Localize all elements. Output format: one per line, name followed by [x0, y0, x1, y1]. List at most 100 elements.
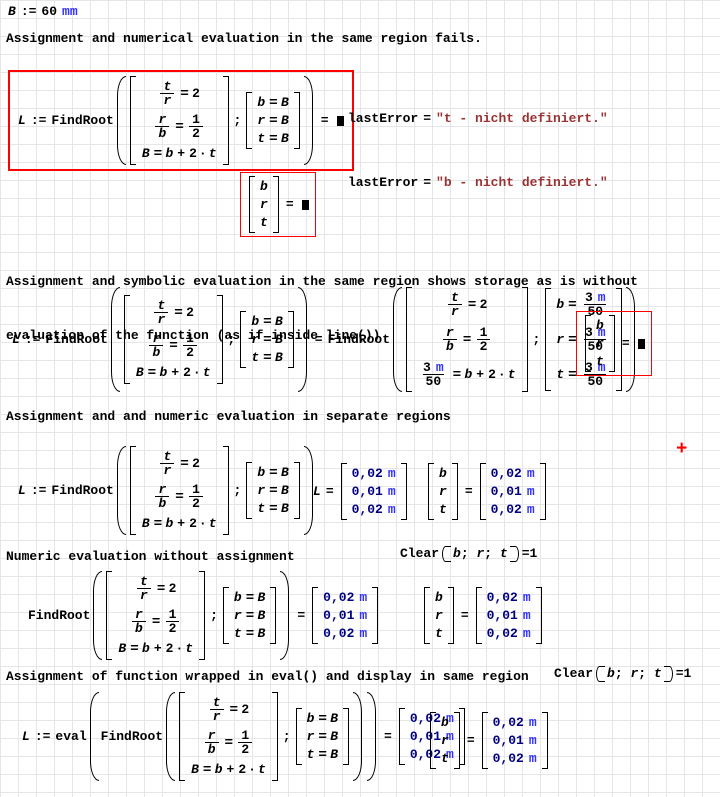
eval-equals: =	[320, 112, 329, 128]
variables-vector: b r t	[424, 587, 454, 644]
multiply-dot: ·	[198, 516, 207, 531]
unit: m	[359, 608, 368, 623]
unit: m	[522, 626, 531, 641]
definition-region[interactable]: B := 60 mm	[8, 4, 78, 20]
var: B	[280, 113, 289, 128]
result-value: 0,02	[486, 590, 518, 605]
right-paren	[367, 692, 376, 781]
var: t	[212, 695, 221, 710]
num: 2	[241, 702, 250, 717]
section-note-5[interactable]: Assignment of function wrapped in eval()…	[6, 669, 529, 684]
var: B	[141, 516, 150, 531]
unit: m	[522, 590, 531, 605]
bold-equals: =	[269, 465, 277, 480]
eval-wrapped-region[interactable]: L := eval FindRoot t r = 2 r b = 1 2 B = b +2 · t ; …	[22, 692, 467, 781]
var: r	[441, 733, 449, 748]
right-paren	[353, 692, 362, 781]
right-bracket	[451, 463, 458, 520]
var: B	[257, 608, 266, 623]
section-note-3[interactable]: Assignment and and numeric evaluation in…	[6, 409, 451, 424]
bold-equals: =	[175, 489, 184, 504]
num: 2	[186, 305, 194, 320]
plus-operator: +	[226, 762, 235, 777]
var: t	[157, 298, 166, 313]
variables-vector: b r t	[430, 712, 460, 769]
num: 2	[189, 146, 197, 161]
left-bracket	[312, 587, 319, 644]
plus-operator: +	[171, 365, 180, 380]
result-value: 0,02	[351, 466, 383, 481]
num: 1	[241, 728, 250, 743]
var: t	[507, 367, 516, 382]
brt-evaluation-region-1[interactable]: b r t = 0,02 m 0,01 m 0,02 m	[426, 463, 548, 525]
right-bracket	[458, 708, 465, 765]
last-error-1[interactable]: lastError = "t - nicht definiert."	[348, 111, 608, 127]
section-note-4[interactable]: Numeric evaluation without assignment	[6, 549, 295, 564]
guess-matrix: b = B r = B t = B	[246, 462, 300, 519]
result-value: 0,02	[490, 466, 522, 481]
left-paren	[116, 76, 126, 165]
result-value: 1	[529, 546, 538, 561]
argument-separator: ;	[460, 546, 469, 561]
var: t	[451, 290, 459, 305]
result-value: 0,02	[492, 715, 524, 730]
findroot-function: FindRoot	[51, 112, 114, 128]
var: r	[160, 93, 175, 107]
bold-equals: =	[153, 516, 162, 531]
var: b	[165, 516, 174, 531]
L-evaluation-region[interactable]: L = 0,02 m 0,01 m 0,02 m	[313, 463, 409, 520]
unit: m	[597, 360, 606, 375]
num: 2	[183, 345, 197, 359]
last-error-2[interactable]: lastError = "b - nicht definiert."	[348, 175, 608, 191]
bold-equals: =	[318, 711, 327, 726]
left-bracket	[246, 92, 253, 149]
var: B	[118, 641, 127, 656]
symbolic-region[interactable]: L := FindRoot t r = 2 r b = 1 2 B = b +2 · t ; b = B r…	[12, 287, 638, 392]
var: b	[155, 126, 170, 140]
result-value: 0,02	[486, 626, 518, 641]
unit: m	[446, 729, 454, 744]
right-bracket	[372, 587, 379, 644]
num: 1	[479, 325, 488, 340]
clear-region-2[interactable]: Clear b; r; t = 1	[554, 666, 691, 682]
var: B	[280, 465, 289, 480]
var: t	[257, 501, 266, 516]
clear-region-1[interactable]: Clear b; r; t = 1	[400, 546, 537, 562]
bold-equals: =	[318, 747, 327, 762]
bold-equals: =	[269, 501, 277, 516]
result-matrix: 0,02 m 0,01 m 0,02 m	[481, 712, 548, 769]
plus-operator: +	[177, 146, 186, 161]
eval-equals: =	[423, 175, 432, 190]
num: 2	[479, 297, 488, 312]
left-bracket	[424, 587, 430, 644]
eval-equals: =	[384, 728, 392, 744]
guess-matrix: b = B r = B t = B	[222, 587, 277, 644]
error-region-2[interactable]: b r t =	[240, 172, 316, 238]
section-note-2[interactable]: Assignment and symbolic evaluation in th…	[6, 237, 638, 381]
left-bracket	[475, 587, 482, 644]
num: 3	[584, 290, 593, 305]
separate-assignment-region[interactable]: L := FindRoot t r = 2 r b = 1 2 B = b +2 · t ; b = B r…	[18, 446, 316, 535]
var: r	[233, 608, 242, 623]
unit: m	[597, 290, 606, 305]
argument-separator: ;	[282, 728, 291, 744]
var: r	[435, 608, 443, 623]
result-value: 0,02	[490, 502, 522, 517]
left-bracket	[179, 692, 186, 781]
insertion-cursor[interactable]: +	[676, 438, 688, 460]
brt-evaluation-region-2[interactable]: b r t = 0,02 m 0,01 m 0,02 m	[422, 587, 544, 649]
brt-evaluation-region-3[interactable]: b r t = 0,02 m 0,01 m 0,02 m	[428, 712, 550, 774]
bold-equals: =	[467, 297, 476, 312]
unit: m	[528, 733, 537, 748]
section-note-1[interactable]: Assignment and numerical evaluation in t…	[6, 31, 482, 46]
var: b	[142, 641, 150, 656]
right-bracket	[271, 692, 278, 781]
numeric-evaluation-region[interactable]: FindRoot t r = 2 r b = 1 2 B = b +2 · t ; b = B r = B t =…	[28, 571, 380, 660]
left-bracket	[129, 446, 136, 535]
error-region-3[interactable]: b r t =	[576, 311, 652, 377]
right-bracket	[453, 712, 460, 769]
var: r	[257, 113, 266, 128]
var: b	[257, 465, 266, 480]
